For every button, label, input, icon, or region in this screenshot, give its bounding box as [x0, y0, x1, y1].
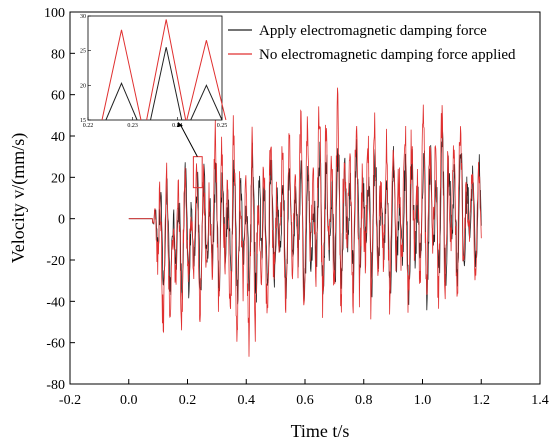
- series-layer: [128, 87, 482, 357]
- y-tick-label: 20: [51, 171, 65, 186]
- x-tick-label: 0.0: [120, 393, 138, 408]
- y-tick-label: 80: [51, 47, 65, 62]
- inset-peak-red-0: [101, 29, 142, 121]
- y-tick-label: -40: [46, 295, 65, 310]
- inset-frame: [87, 15, 223, 121]
- inset-peak-black-0: [105, 82, 138, 121]
- y-axis-title: Velocity v/(mm/s): [8, 133, 29, 263]
- inset-x-tick-label: 0.24: [172, 123, 183, 129]
- y-tick-label: -60: [46, 337, 65, 352]
- series-line-undamped: [128, 87, 482, 357]
- x-tick-label: 0.6: [296, 393, 314, 408]
- inset-peak-red-1: [146, 19, 187, 121]
- zoom-arrowhead: [177, 122, 183, 127]
- x-tick-label: -0.2: [59, 393, 81, 408]
- y-tick-label: -80: [46, 378, 65, 393]
- legend-label-damped: Apply electromagnetic damping force: [259, 23, 487, 39]
- inset-plot: 0.22 0.23 0.24 0.25 15 20 25 30: [80, 14, 228, 189]
- x-tick-label: 0.8: [355, 393, 373, 408]
- inset-x-tick-label: 0.22: [83, 123, 94, 129]
- inset-x-tick-label: 0.25: [217, 123, 228, 129]
- inset-y-tick-label: 30: [80, 14, 86, 20]
- x-axis-title: Time t/s: [291, 421, 350, 441]
- y-tick-label: 40: [51, 130, 65, 145]
- inset-y-tick-label: 20: [80, 83, 86, 89]
- axis-ticks: -0.2 0.0 0.2 0.4 0.6 0.8 1.0 1.2 1.4 -80 -60 -40 -20…: [44, 6, 549, 408]
- legend: Apply electromagnetic damping force No e…: [228, 23, 516, 63]
- inset-peak-red-2: [186, 40, 227, 121]
- inset-x-tick-label: 0.23: [127, 123, 138, 129]
- inset-peak-black-2: [190, 84, 223, 121]
- y-tick-label: -20: [46, 254, 65, 269]
- x-tick-label: 1.4: [531, 393, 549, 408]
- y-tick-label: 0: [58, 213, 65, 228]
- x-tick-label: 0.2: [179, 393, 197, 408]
- x-tick-label: 1.2: [473, 393, 491, 408]
- x-tick-label: 0.4: [238, 393, 256, 408]
- inset-y-tick-label: 15: [80, 118, 86, 124]
- y-tick-label: 60: [51, 89, 65, 104]
- zoom-region-box: [192, 156, 203, 189]
- y-tick-label: 100: [44, 6, 65, 21]
- zoom-arrow: [179, 123, 198, 157]
- inset-peak-black-1: [150, 47, 183, 121]
- legend-label-undamped: No electromagnetic damping force applied: [259, 47, 516, 63]
- x-tick-label: 1.0: [414, 393, 432, 408]
- inset-y-tick-label: 25: [80, 49, 86, 55]
